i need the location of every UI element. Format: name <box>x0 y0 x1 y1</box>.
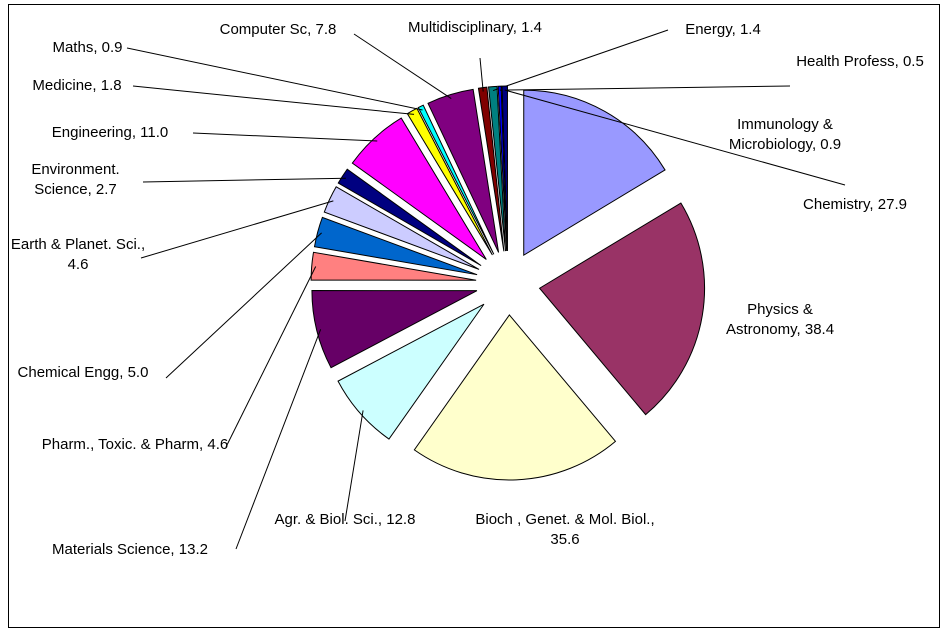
label-value: 1.4 <box>739 21 761 38</box>
label-value: 0.9 <box>820 136 842 153</box>
label-name: Chemistry <box>803 196 870 213</box>
pie-slice <box>487 85 507 252</box>
pie-slice <box>417 104 495 255</box>
label-value: 4.6 <box>207 436 229 453</box>
leader-line <box>504 89 846 186</box>
label-name: Materials Science <box>52 541 171 558</box>
label-name: Pharm., Toxic. & Pharm <box>41 436 200 453</box>
label-name: Bioch , Genet. & Mol. Biol. <box>475 511 651 528</box>
pie-slice <box>497 85 508 252</box>
label-value: 13.2 <box>178 541 208 558</box>
data-label: Earth & Planet. Sci., 4.6 <box>10 236 146 273</box>
leader-line <box>492 29 669 92</box>
pie-slice <box>538 202 706 416</box>
label-value: 0.9 <box>101 39 123 56</box>
pie-slice <box>310 251 477 281</box>
label-value: 1.4 <box>521 19 542 36</box>
label-value: 2.7 <box>95 181 117 198</box>
data-label: Health Profess, 0.5 <box>796 53 924 70</box>
pie-slice <box>413 314 617 481</box>
label-name: Engineering <box>51 124 132 141</box>
leader-line <box>344 410 364 522</box>
label-value: 5.0 <box>127 364 149 381</box>
label-name: Energy <box>685 21 732 38</box>
data-label: Chemical Engg, 5.0 <box>17 364 149 381</box>
data-label: Energy, 1.4 <box>685 21 761 38</box>
leader-line <box>165 232 322 379</box>
pie-slice <box>427 88 500 253</box>
label-value: 7.8 <box>315 21 337 38</box>
leader-line <box>142 177 346 183</box>
data-label: Computer Sc, 7.8 <box>219 21 337 38</box>
data-label: Agr. & Biol. Sci., 12.8 <box>274 511 416 528</box>
leader-line <box>132 85 415 115</box>
label-name: Immunology & Microbiology <box>728 116 833 153</box>
data-label: Chemistry, 27.9 <box>803 196 907 213</box>
leader-line <box>126 47 423 111</box>
pie-slice <box>313 216 478 276</box>
pie-slice <box>311 290 478 369</box>
pie-slice <box>337 303 485 440</box>
label-value: 38.4 <box>804 321 835 338</box>
data-label: Maths, 0.9 <box>52 39 123 56</box>
label-value: 1.8 <box>100 77 122 94</box>
data-label: Engineering, 11.0 <box>51 124 169 141</box>
label-name: Multidisciplinary <box>408 19 513 36</box>
label-name: Health Profess <box>796 53 895 70</box>
label-name: Maths <box>52 39 94 56</box>
pie-slice <box>501 85 508 252</box>
label-value: 11.0 <box>140 124 169 141</box>
label-name: Computer Sc <box>219 21 308 38</box>
pie-slice <box>323 186 480 270</box>
leader-line <box>499 85 791 91</box>
data-label: Environment. Science, 2.7 <box>31 161 120 198</box>
label-value: 12.8 <box>386 511 416 528</box>
label-value: 35.6 <box>550 531 580 548</box>
data-label: Bioch , Genet. & Mol. Biol., 35.6 <box>475 511 655 548</box>
label-name: Chemical Engg <box>17 364 120 381</box>
leader-line <box>353 33 452 99</box>
label-name: Physics & Astronomy <box>725 301 813 338</box>
leader-line <box>235 329 322 550</box>
pie-slice <box>351 117 487 260</box>
label-value: 27.9 <box>877 196 907 213</box>
pie-slice <box>337 168 482 267</box>
pie-slice <box>523 89 666 257</box>
leader-line <box>479 57 484 92</box>
leader-line <box>225 266 317 448</box>
label-name: Environment. Science <box>31 161 120 198</box>
leader-line <box>140 200 334 259</box>
data-label: Multidisciplinary, 1.4 <box>408 19 542 36</box>
data-label: Immunology & Microbiology, 0.9 <box>728 116 842 153</box>
label-value: 4.6 <box>67 256 89 273</box>
label-name: Agr. & Biol. Sci. <box>274 511 378 528</box>
label-name: Earth & Planet. Sci. <box>10 236 141 253</box>
label-value: 0.5 <box>902 53 924 70</box>
label-name: Medicine <box>32 77 93 94</box>
data-label: Medicine, 1.8 <box>32 77 122 94</box>
leader-line <box>192 132 378 142</box>
data-label: Materials Science, 13.2 <box>52 541 208 558</box>
data-label: Physics & Astronomy, 38.4 <box>725 301 835 338</box>
data-label: Pharm., Toxic. & Pharm, 4.6 <box>41 436 229 453</box>
